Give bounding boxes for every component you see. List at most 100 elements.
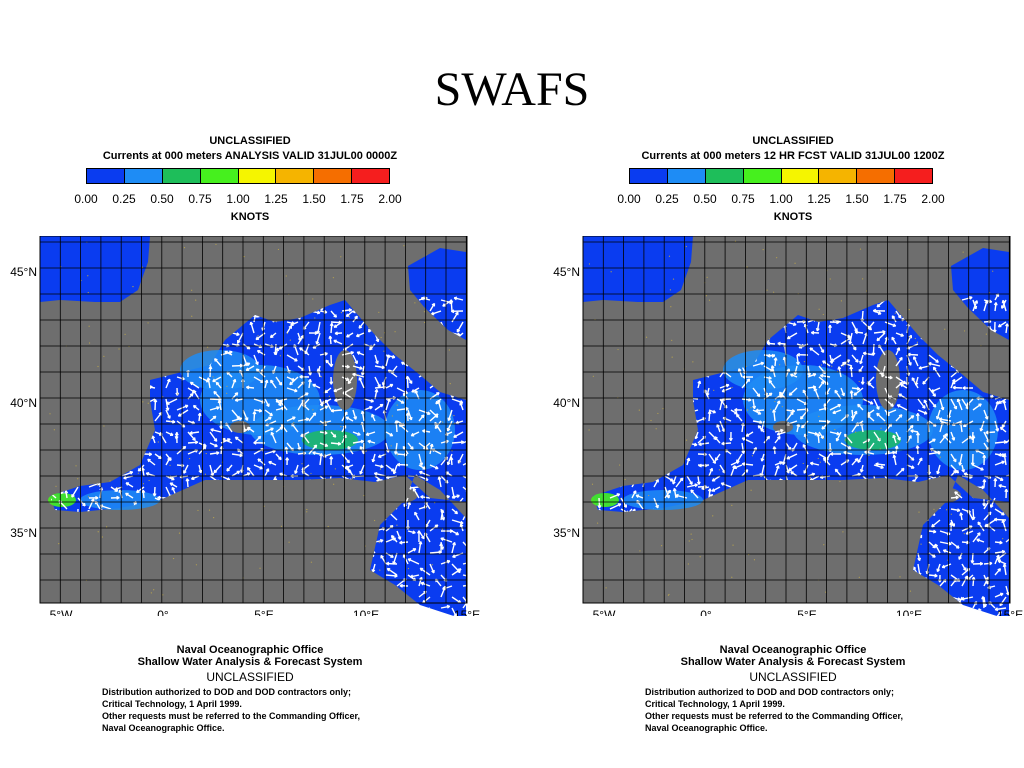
colorbar-tick-label: 0.50	[693, 192, 717, 206]
distribution-line: Distribution authorized to DOD and DOD c…	[645, 687, 895, 697]
classification-top: UNCLASSIFIED	[209, 135, 291, 147]
latitude-label: 40°N	[10, 396, 37, 410]
colorbar-units: KNOTS	[230, 211, 270, 223]
distribution-line: Naval Oceanographic Office.	[102, 723, 225, 733]
colorbar-tick-label: 1.25	[264, 192, 288, 206]
colorbar-segment	[238, 169, 277, 183]
distribution-line: Naval Oceanographic Office.	[645, 723, 768, 733]
colorbar-tick-label: 0.75	[188, 192, 212, 206]
island-corsica-sardinia	[876, 350, 900, 410]
island-corsica-sardinia	[333, 350, 357, 410]
land-grid-dots	[49, 241, 461, 596]
island-balearic	[230, 421, 250, 433]
latitude-label: 45°N	[10, 265, 37, 279]
colorbar-tick-label: 0.50	[150, 192, 174, 206]
longitude-label: 0°	[157, 608, 169, 616]
colorbar-segment	[819, 169, 858, 183]
colorbar-tick-label: 0.25	[112, 192, 136, 206]
footer-classification: UNCLASSIFIED	[749, 670, 837, 684]
colorbar-segment	[781, 169, 820, 183]
longitude-label: 5°E	[797, 608, 816, 616]
distribution-notice: Distribution authorized to DOD and DOD c…	[645, 686, 903, 734]
moderate-current-area	[723, 350, 803, 390]
current-map: 5°W 0° 5°E 10°E 15°E 45°N 40°N 35°N	[0, 236, 500, 616]
distribution-notice: Distribution authorized to DOD and DOD c…	[102, 686, 360, 734]
colorbar-segment	[352, 169, 389, 183]
map-frame	[582, 236, 1011, 604]
longitude-label: 5°W	[50, 608, 73, 616]
colorbar-tick-label: 0.75	[731, 192, 755, 206]
atlantic-ocean	[40, 236, 150, 302]
colorbar-tick-label: 0.00	[74, 192, 98, 206]
latitude-label: 35°N	[553, 526, 580, 540]
colorbar-segment	[124, 169, 163, 183]
footer-office: Naval Oceanographic Office	[719, 644, 867, 656]
colorbar-segment	[200, 169, 239, 183]
longitude-label: 15°E	[997, 608, 1023, 616]
slide-title: SWAFS	[434, 63, 590, 116]
colorbar-ticks: 0.00 0.25 0.50 0.75 1.00 1.25 1.50 1.75 2.00	[617, 192, 944, 206]
distribution-line: Critical Technology, 1 April 1999.	[645, 699, 785, 709]
footer-office: Naval Oceanographic Office	[176, 644, 324, 656]
colorbar-tick-label: 2.00	[378, 192, 402, 206]
colorbar-units: KNOTS	[773, 211, 813, 223]
colorbar-tick-label: 1.00	[226, 192, 250, 206]
strong-current-area	[845, 430, 901, 450]
colorbar-segment	[87, 169, 125, 183]
colorbar-tick-label: 1.25	[807, 192, 831, 206]
island-sicily	[925, 487, 961, 503]
map-subtitle: Currents at 000 meters ANALYSIS VALID 31…	[102, 150, 398, 162]
moderate-current-area	[928, 390, 998, 470]
analysis-map-panel: UNCLASSIFIED Currents at 000 meters ANAL…	[0, 130, 500, 760]
distribution-line: Other requests must be referred to the C…	[102, 711, 361, 721]
footer-classification: UNCLASSIFIED	[206, 670, 294, 684]
colorbar-ticks: 0.00 0.25 0.50 0.75 1.00 1.25 1.50 1.75 2.00	[74, 192, 401, 206]
colorbar-tick-label: 0.25	[655, 192, 679, 206]
colorbar-segment	[857, 169, 896, 183]
colorbar-segment	[630, 169, 668, 183]
colorbar-segment	[314, 169, 353, 183]
colorbar-tick-label: 2.00	[921, 192, 945, 206]
map-canvas: 5°W 0° 5°E 10°E 15°E 45°N 40°N 35°N	[553, 236, 1023, 616]
longitude-label: 5°E	[254, 608, 273, 616]
latitude-label: 40°N	[553, 396, 580, 410]
longitude-label: 0°	[700, 608, 712, 616]
map-canvas: 5°W 0° 5°E 10°E 15°E 45°N 40°N 35°N	[10, 236, 480, 616]
colorbar	[629, 168, 933, 184]
colorbar-tick-label: 1.00	[769, 192, 793, 206]
longitude-label: 5°W	[593, 608, 616, 616]
map-subtitle: Currents at 000 meters 12 HR FCST VALID …	[641, 150, 945, 162]
island-sicily	[382, 487, 418, 503]
map-frame	[39, 236, 468, 604]
colorbar-tick-label: 1.50	[302, 192, 326, 206]
colorbar-tick-label: 0.00	[617, 192, 641, 206]
colorbar-segment	[743, 169, 782, 183]
current-map: 5°W 0° 5°E 10°E 15°E 45°N 40°N 35°N	[543, 236, 1024, 616]
colorbar	[86, 168, 390, 184]
moderate-current-area	[623, 490, 703, 510]
colorbar-segment	[705, 169, 744, 183]
distribution-line: Distribution authorized to DOD and DOD c…	[102, 687, 352, 697]
atlantic-ocean	[583, 236, 693, 302]
forecast-map-panel: UNCLASSIFIED Currents at 000 meters 12 H…	[543, 130, 1024, 760]
strong-current-area	[591, 493, 619, 507]
colorbar-tick-label: 1.75	[883, 192, 907, 206]
colorbar-segment	[667, 169, 706, 183]
footer-system: Shallow Water Analysis & Forecast System	[680, 656, 906, 668]
colorbar-segment	[276, 169, 315, 183]
latitude-label: 35°N	[10, 526, 37, 540]
moderate-current-area	[180, 350, 260, 390]
distribution-line: Critical Technology, 1 April 1999.	[102, 699, 242, 709]
colorbar-tick-label: 1.50	[845, 192, 869, 206]
colorbar-segment	[895, 169, 932, 183]
longitude-label: 15°E	[454, 608, 480, 616]
longitude-label: 10°E	[896, 608, 922, 616]
colorbar-segment	[162, 169, 201, 183]
map-grid	[39, 236, 467, 603]
colorbar-tick-label: 1.75	[340, 192, 364, 206]
longitude-label: 10°E	[353, 608, 379, 616]
footer-system: Shallow Water Analysis & Forecast System	[137, 656, 363, 668]
distribution-line: Other requests must be referred to the C…	[645, 711, 904, 721]
classification-top: UNCLASSIFIED	[752, 135, 834, 147]
latitude-label: 45°N	[553, 265, 580, 279]
